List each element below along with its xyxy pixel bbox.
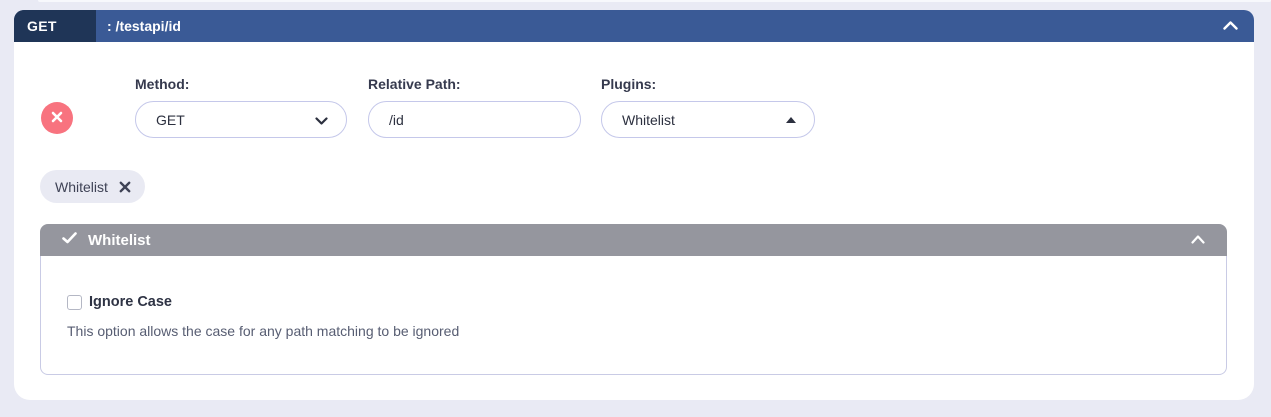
relative-path-input[interactable] — [368, 101, 581, 138]
chip-label: Whitelist — [55, 178, 108, 195]
plugin-panel-header[interactable]: Whitelist — [40, 224, 1227, 256]
triangle-up-icon — [786, 116, 796, 123]
chip-remove-button[interactable] — [119, 181, 131, 193]
route-path-text: : /testapi/id — [107, 18, 181, 34]
checkmark-icon — [62, 231, 77, 249]
whitelist-plugin-chip: Whitelist — [40, 170, 145, 203]
chevron-down-icon — [315, 112, 328, 128]
close-icon — [119, 181, 131, 192]
route-editor-card: GET : /testapi/id Method: GET Relative P… — [14, 10, 1254, 400]
plugins-select[interactable]: Whitelist — [601, 101, 815, 138]
plugins-label: Plugins: — [601, 76, 657, 92]
relative-path-field-group: Relative Path: — [368, 76, 581, 138]
close-icon — [51, 111, 63, 126]
relative-path-label: Relative Path: — [368, 76, 461, 92]
plugin-panel-body: Ignore Case This option allows the case … — [40, 256, 1227, 375]
ignore-case-label[interactable]: Ignore Case — [89, 294, 172, 310]
whitelist-plugin-panel: Whitelist Ignore Case This option allows… — [40, 224, 1227, 375]
method-select[interactable]: GET — [135, 101, 347, 138]
route-method-text: GET — [27, 18, 57, 34]
chevron-up-icon — [1223, 17, 1238, 35]
remove-route-button[interactable] — [41, 102, 73, 134]
ignore-case-checkbox[interactable] — [67, 294, 82, 310]
method-label: Method: — [135, 76, 190, 92]
method-select-value: GET — [156, 111, 185, 128]
plugins-field-group: Plugins: Whitelist — [601, 76, 815, 138]
route-path: : /testapi/id — [96, 10, 1223, 42]
method-field-group: Method: GET — [135, 76, 347, 138]
route-method-badge: GET — [14, 10, 96, 42]
ignore-case-description: This option allows the case for any path… — [67, 323, 460, 339]
previous-card-edge — [38, 0, 1271, 2]
chevron-up-icon[interactable] — [1191, 231, 1205, 249]
plugin-panel-title: Whitelist — [88, 231, 151, 249]
plugins-select-value: Whitelist — [622, 111, 675, 128]
route-collapse-button[interactable] — [1223, 10, 1254, 42]
route-header-bar[interactable]: GET : /testapi/id — [14, 10, 1254, 42]
ignore-case-option-row: Ignore Case — [67, 294, 1200, 310]
